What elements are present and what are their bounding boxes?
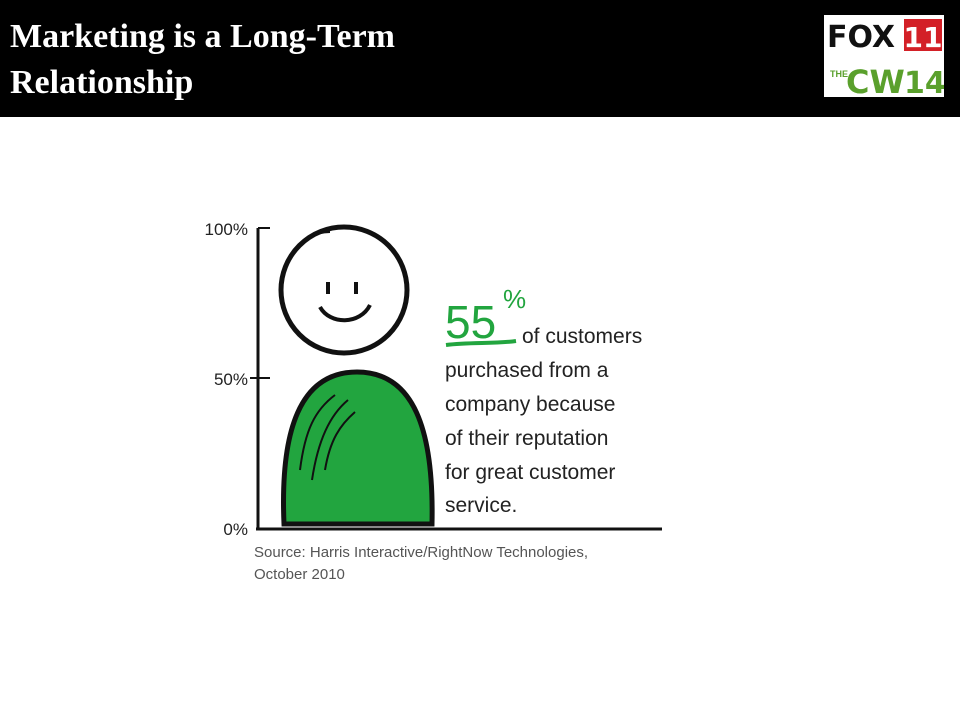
logo-cw: CW bbox=[846, 63, 905, 97]
stat-unit: % bbox=[503, 284, 526, 314]
smile bbox=[318, 303, 372, 323]
axis-label: 50% bbox=[214, 370, 248, 389]
stat-line: of their reputation bbox=[445, 427, 608, 450]
axis-label: 100% bbox=[205, 220, 248, 239]
stat-number: 55 bbox=[445, 296, 496, 348]
head-hatch bbox=[289, 231, 331, 256]
axis-label: 0% bbox=[223, 520, 248, 539]
logo-fox: FOX bbox=[827, 20, 895, 55]
stat-line: of customers bbox=[522, 325, 642, 348]
infographic: 100% 50% 0% 55 % of customers purchased f… bbox=[205, 220, 662, 583]
logo-fox-box bbox=[904, 19, 942, 51]
stat-underline bbox=[445, 339, 517, 347]
logo: FOX 11 THE CW 14 bbox=[824, 15, 944, 97]
source: October 2010 bbox=[254, 566, 345, 583]
slide-title: Marketing is a Long-Term Relationship bbox=[10, 18, 396, 101]
stat-text: of customers purchased from a company beca… bbox=[445, 325, 642, 517]
header-bar: Marketing is a Long-Term Relationship FO… bbox=[0, 0, 960, 117]
logo-cw-number: 14 bbox=[904, 66, 944, 97]
stat-line: service. bbox=[445, 494, 517, 517]
logo-fox-number: 11 bbox=[904, 21, 943, 54]
figure-head bbox=[278, 224, 410, 356]
stat-line: for great customer bbox=[445, 461, 615, 484]
stat-line: company because bbox=[445, 393, 615, 416]
figure-body bbox=[281, 369, 435, 527]
source: Source: Harris Interactive/RightNow Tech… bbox=[254, 544, 588, 561]
stat-line: purchased from a bbox=[445, 359, 609, 382]
logo-cw-the: THE bbox=[830, 69, 848, 79]
body-hatch bbox=[299, 394, 356, 481]
logo-cw-box bbox=[826, 59, 942, 95]
